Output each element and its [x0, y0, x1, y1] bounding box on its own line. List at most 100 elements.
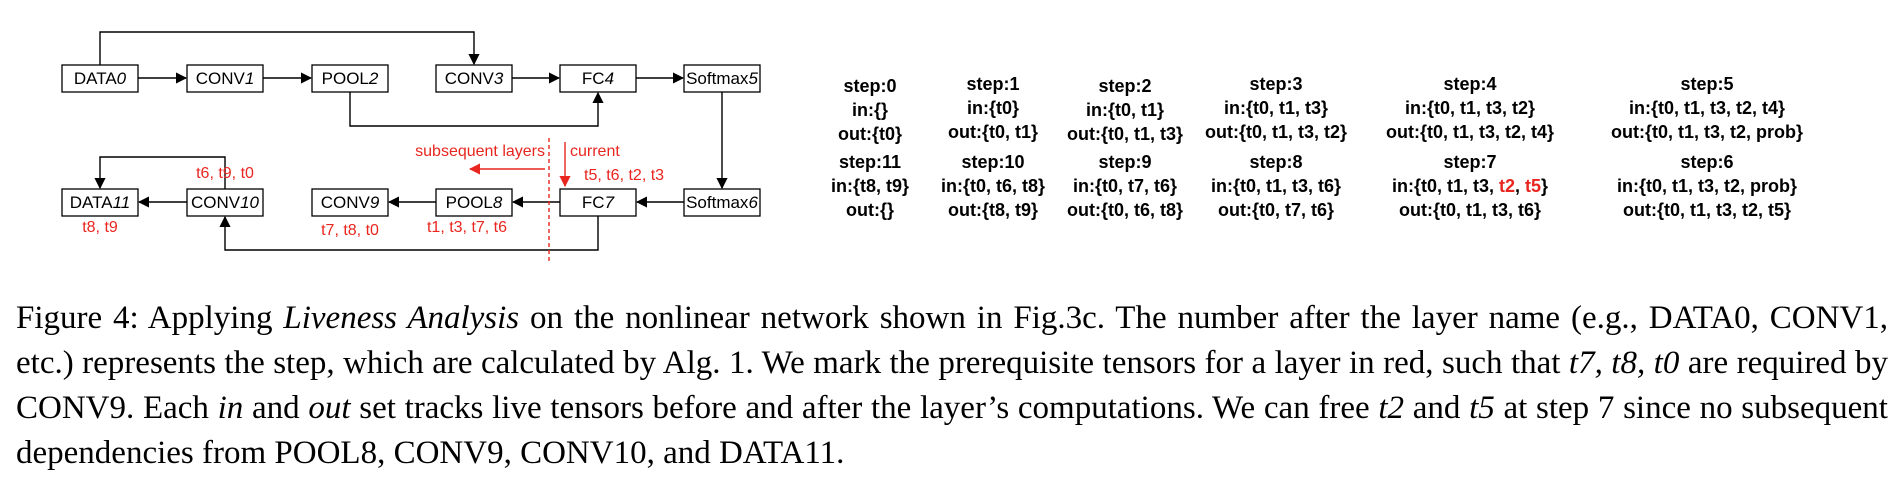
svg-text:FC4: FC4 [582, 69, 614, 88]
svg-text:POOL8: POOL8 [446, 193, 503, 212]
step-9: step:9 in:{t0, t7, t6} out:{t0, t6, t8} [1067, 150, 1183, 222]
layer-step: 1 [245, 69, 254, 88]
svg-text:DATA11: DATA11 [70, 193, 130, 212]
step-sets: step:0 in:{} out:{t0} step:1 in:{t0} out… [831, 72, 1803, 222]
step-out: out:{t0, t1, t3, t2, t4} [1385, 122, 1555, 142]
step-out: out:{t0} [838, 124, 902, 144]
step-label: step:0 [843, 76, 897, 96]
edge-data0-conv3 [99, 31, 480, 66]
step-out: out:{} [845, 200, 894, 220]
layer-softmax6: Softmax6 [683, 188, 761, 217]
layer-name: DATA [70, 193, 113, 212]
layer-step: 5 [748, 69, 758, 88]
layer-name: CONV [191, 193, 241, 212]
svg-text:Softmax5: Softmax5 [686, 69, 758, 88]
data11-deps: t8, t9 [82, 219, 118, 236]
layer-data0: DATA0 [61, 64, 139, 93]
layer-step: 0 [117, 69, 127, 88]
layer-name: POOL [446, 193, 493, 212]
layer-step: 8 [493, 193, 503, 212]
freed-tensor-t5: t5 [1525, 176, 1542, 196]
edge-pool2-fc4 [349, 91, 604, 127]
step-label: step:8 [1249, 152, 1303, 172]
caption-math-tensors: t7, t8, t0 [1568, 345, 1680, 381]
step-in: in:{t0, t1, t3, t2, prob} [1616, 176, 1798, 196]
svg-text:CONV9: CONV9 [321, 193, 380, 212]
step-4: step:4 in:{t0, t1, t3, t2} out:{t0, t1, … [1386, 72, 1554, 144]
step-label: step:9 [1098, 152, 1152, 172]
layer-name: DATA [74, 69, 117, 88]
svg-text:CONV10: CONV10 [191, 193, 260, 212]
layer-conv1: CONV1 [186, 64, 264, 93]
step-out: out:{t0, t1, t3, t2, t5} [1622, 200, 1792, 220]
layer-conv9: CONV9 [311, 188, 389, 217]
layer-step: 10 [240, 193, 259, 212]
layer-name: FC [582, 69, 605, 88]
step-label: step:11 [838, 152, 902, 172]
step-label: step:6 [1680, 152, 1734, 172]
layer-step: 11 [113, 193, 131, 212]
step-label: step:7 [1443, 152, 1497, 172]
caption-math-t5: t5 [1469, 390, 1495, 426]
caption-title: Liveness Analysis [283, 300, 520, 336]
layer-pool2: POOL2 [311, 64, 389, 93]
step-6: step:6 in:{t0, t1, t3, t2, prob} out:{t0… [1617, 150, 1797, 222]
step-out: out:{t0, t7, t6} [1217, 200, 1334, 220]
step-label: step:1 [966, 74, 1020, 94]
step-in: in:{t0, t1, t3} [1223, 98, 1329, 118]
layer-data11: DATA11 [61, 188, 139, 217]
layer-step: 6 [748, 193, 758, 212]
step-7: step:7 in:{t0, t1, t3, t2, t5} out:{t0, … [1392, 150, 1548, 222]
svg-text:CONV1: CONV1 [196, 69, 255, 88]
layer-pool8: POOL8 [435, 188, 513, 217]
step-out: out:{t0, t1, t3, t2, prob} [1610, 122, 1804, 142]
step-out: out:{t0, t1} [948, 122, 1038, 142]
caption-math-t2: t2 [1378, 390, 1405, 426]
layer-name: Softmax [686, 193, 749, 212]
step-out: out:{t0, t6, t8} [1066, 200, 1184, 220]
step-label: step:3 [1249, 74, 1303, 94]
svg-text:POOL2: POOL2 [322, 69, 379, 88]
caption-math-out: out [308, 390, 351, 426]
figure-caption: Figure 4: Applying Liveness Analysis on … [16, 300, 1888, 471]
pool8-deps: t1, t3, t7, t6 [427, 219, 507, 236]
step-label: step:10 [961, 152, 1025, 172]
conv10-deps: t6, t9, t0 [196, 165, 254, 182]
step-in: in:{t0, t1} [1085, 100, 1165, 120]
svg-text:DATA0: DATA0 [74, 69, 127, 88]
fc7-deps: t5, t6, t2, t3 [584, 167, 664, 184]
step-0: step:0 in:{} out:{t0} [838, 74, 902, 146]
layer-step: 3 [494, 69, 504, 88]
step-in: in:{} [852, 100, 888, 120]
step-in: in:{t0, t6, t8} [940, 176, 1046, 196]
step-1: step:1 in:{t0} out:{t0, t1} [948, 72, 1038, 144]
layer-name: FC [582, 193, 605, 212]
layer-name: CONV [445, 69, 495, 88]
freed-tensor-t2: t2 [1498, 176, 1515, 196]
step-label: step:2 [1098, 76, 1152, 96]
layer-name: CONV [321, 193, 371, 212]
svg-text:Softmax6: Softmax6 [686, 193, 758, 212]
step-in: in:{t0, t1, t3, t2, t5} [1391, 176, 1549, 196]
svg-text:CONV3: CONV3 [445, 69, 504, 88]
step-out: out:{t0, t1, t3} [1066, 124, 1184, 144]
step-10: step:10 in:{t0, t6, t8} out:{t8, t9} [941, 150, 1045, 222]
step-in: in:{t0} [966, 98, 1019, 118]
step-5: step:5 in:{t0, t1, t3, t2, t4} out:{t0, … [1611, 72, 1803, 144]
liveness-diagram: DATA0 CONV1 POOL2 CONV3 FC4 Softmax5 DAT… [61, 31, 761, 262]
step-out: out:{t0, t1, t3, t2} [1204, 122, 1348, 142]
step-8: step:8 in:{t0, t1, t3, t6} out:{t0, t7, … [1211, 150, 1341, 222]
step-label: step:4 [1443, 74, 1497, 94]
svg-text:FC7: FC7 [582, 193, 615, 212]
layer-step: 2 [368, 69, 379, 88]
current-label: current [570, 143, 620, 160]
layer-name: CONV [196, 69, 246, 88]
conv9-deps: t7, t8, t0 [321, 222, 379, 239]
layer-step: 4 [605, 69, 614, 88]
layer-softmax5: Softmax5 [683, 64, 761, 93]
step-in: in:{t0, t1, t3, t2} [1404, 98, 1536, 118]
layer-step: 9 [370, 193, 380, 212]
edge-conv10-data11-skip [94, 156, 226, 190]
step-out: out:{t0, t1, t3, t6} [1398, 200, 1542, 220]
layer-name: Softmax [686, 69, 749, 88]
